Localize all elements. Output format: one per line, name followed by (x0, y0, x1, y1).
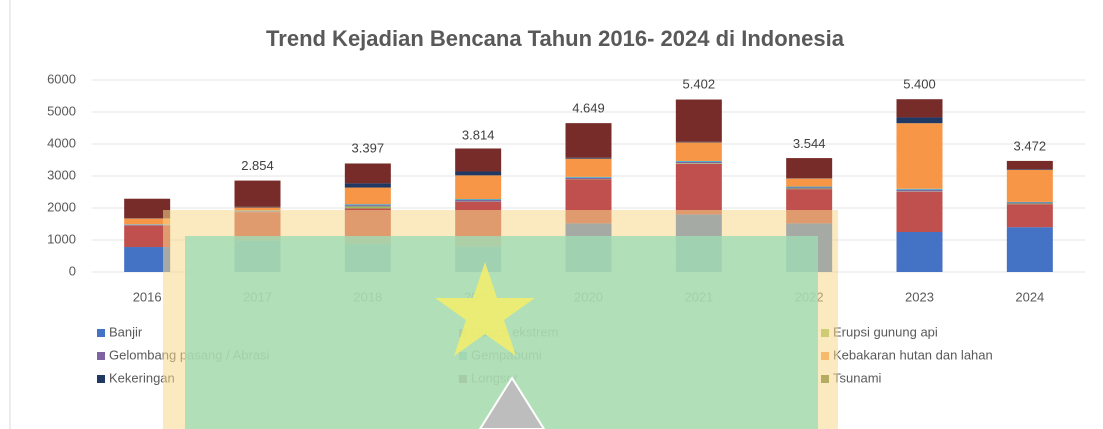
bar-segment (344, 183, 391, 188)
bar-segment (455, 200, 502, 202)
bar-segment (675, 161, 722, 164)
bar-segment (455, 171, 502, 176)
legend-label: Erupsi gunung api (833, 324, 938, 339)
bar-segment (455, 175, 502, 200)
total-label: 4.649 (572, 101, 605, 116)
x-tick-label: 2016 (133, 289, 162, 304)
x-tick-label: 2024 (1015, 289, 1044, 304)
bar-segment (896, 99, 943, 118)
bar-segment (565, 157, 612, 159)
bar-segment (786, 188, 833, 190)
bar-segment (344, 206, 391, 209)
y-tick-label: 0 (69, 263, 76, 278)
x-tick-label: 2023 (905, 289, 934, 304)
cursor-arrow (478, 376, 546, 429)
legend-label: Tsunami (833, 370, 882, 385)
legend-label: Kekeringan (109, 370, 175, 385)
total-label: 5.402 (683, 77, 716, 92)
bar-segment (565, 176, 612, 178)
bar-segment (896, 117, 943, 124)
bar-segment (124, 247, 171, 272)
bar-segment (896, 188, 943, 190)
bar-segment (565, 158, 612, 177)
bar-segment (234, 206, 281, 208)
bar-segment (896, 123, 943, 189)
bar-segment (1006, 160, 1053, 170)
bar-segment (455, 199, 502, 200)
bar-segment (234, 180, 281, 207)
y-tick-label: 2000 (47, 199, 76, 214)
bar-segment (675, 163, 722, 164)
bar-segment (124, 224, 171, 226)
bar-segment (786, 178, 833, 187)
bar-segment (344, 187, 391, 205)
bar-segment (675, 160, 722, 162)
y-tick-label: 5000 (47, 103, 76, 118)
total-label: 3.814 (462, 127, 495, 142)
bar-segment (344, 205, 391, 207)
bar-segment (234, 207, 281, 211)
y-tick-label: 1000 (47, 231, 76, 246)
bar-segment (124, 225, 171, 248)
bar-segment (675, 141, 722, 143)
bar-segment (1006, 202, 1053, 204)
bar-segment (896, 191, 943, 232)
legend-label: Kebakaran hutan dan lahan (833, 347, 993, 362)
y-tick-label: 6000 (47, 71, 76, 86)
bar-segment (786, 187, 833, 189)
star (435, 262, 535, 356)
bar-segment (344, 204, 391, 206)
y-tick-label: 4000 (47, 135, 76, 150)
total-label: 2.854 (241, 158, 274, 173)
total-label: 5.400 (903, 77, 936, 92)
legend-swatch (97, 352, 105, 360)
bar-segment (1006, 201, 1053, 203)
bar-segment (786, 186, 833, 188)
total-label: 3.544 (793, 136, 826, 151)
legend-label: Banjir (109, 324, 143, 339)
bar-segment (124, 218, 171, 225)
bar-segment (565, 177, 612, 179)
bar-segment (455, 148, 502, 172)
bar-segment (786, 158, 833, 179)
bar-segment (675, 163, 722, 215)
bar-segment (675, 99, 722, 142)
bar-segment (675, 142, 722, 161)
bar-segment (344, 163, 391, 184)
bar-segment (1006, 227, 1053, 272)
total-label: 3.472 (1014, 138, 1047, 153)
bar-segment (124, 198, 171, 219)
bar-segment (565, 123, 612, 158)
legend-swatch (97, 375, 105, 383)
bar-segment (1006, 169, 1053, 202)
legend-swatch (97, 329, 105, 337)
bar-segment (1006, 169, 1053, 170)
y-tick-label: 3000 (47, 167, 76, 182)
total-label: 3.397 (352, 141, 385, 156)
bar-segment (896, 189, 943, 192)
bar-segment (896, 232, 943, 272)
bar-segment (1006, 203, 1053, 205)
bar-segment (1006, 204, 1053, 228)
chart-title: Trend Kejadian Bencana Tahun 2016- 2024 … (266, 26, 845, 51)
